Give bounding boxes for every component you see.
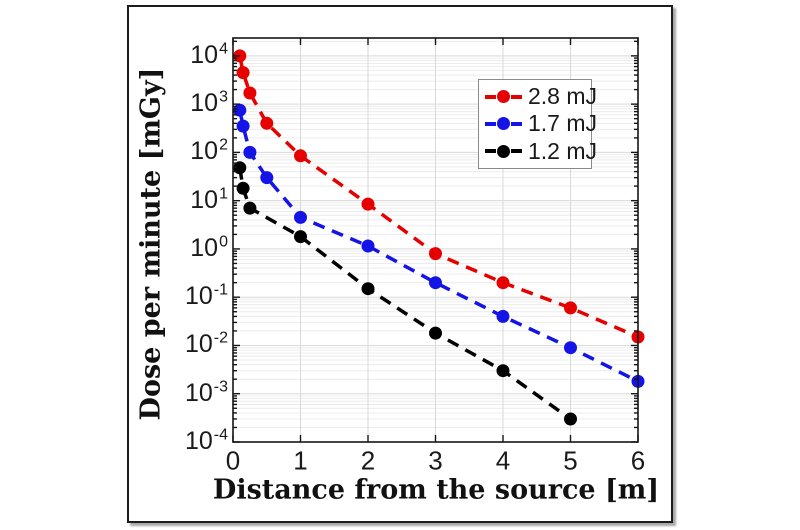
data-point-1.7-mJ bbox=[236, 119, 250, 133]
y-tick-label: 10-1 bbox=[184, 281, 228, 311]
x-tick-label: 3 bbox=[428, 445, 443, 476]
data-point-2.8-mJ bbox=[236, 66, 250, 80]
y-axis-label: Dose per minute [mGy] bbox=[135, 67, 167, 421]
data-point-2.8-mJ bbox=[294, 149, 307, 163]
x-tick-label: 1 bbox=[293, 445, 308, 476]
data-point-1.2-mJ bbox=[243, 201, 257, 215]
legend: 2.8 mJ 1.7 mJ 1.2 mJ bbox=[478, 79, 597, 169]
series-line-1.7-mJ bbox=[238, 109, 639, 383]
data-point-1.7-mJ bbox=[243, 145, 257, 159]
x-axis-label: Distance from the source [m] bbox=[212, 474, 660, 506]
data-point-1.2-mJ bbox=[294, 230, 307, 244]
dashed-line-circle-marker-icon bbox=[485, 90, 525, 104]
legend-entry-1.7mJ: 1.7 mJ bbox=[485, 110, 597, 137]
dashed-line-circle-marker-icon bbox=[485, 117, 525, 131]
data-point-1.2-mJ bbox=[564, 412, 577, 426]
x-tick-label: 4 bbox=[495, 445, 511, 476]
x-tick-label: 0 bbox=[225, 445, 241, 476]
figure-frame: Distance from the source [m] Dose per mi… bbox=[127, 5, 673, 523]
data-point-2.8-mJ bbox=[564, 301, 577, 315]
data-point-1.7-mJ bbox=[496, 309, 510, 323]
data-point-1.7-mJ bbox=[294, 210, 307, 224]
chart-canvas bbox=[232, 37, 645, 443]
data-point-1.7-mJ bbox=[564, 341, 577, 355]
dashed-line-circle-marker-icon bbox=[485, 144, 525, 158]
y-tick-label: 104 bbox=[190, 40, 228, 69]
y-tick-label: 101 bbox=[190, 185, 228, 214]
legend-entry-2.8mJ: 2.8 mJ bbox=[485, 83, 597, 110]
legend-label: 2.8 mJ bbox=[528, 83, 598, 110]
y-tick-label: 103 bbox=[190, 88, 228, 118]
data-point-2.8-mJ bbox=[260, 116, 274, 130]
data-point-2.8-mJ bbox=[429, 247, 442, 261]
y-tick-label: 10-3 bbox=[184, 378, 228, 407]
data-point-2.8-mJ bbox=[243, 86, 257, 100]
data-point-1.7-mJ bbox=[361, 239, 375, 253]
y-tick-label: 100 bbox=[190, 233, 228, 262]
data-point-1.2-mJ bbox=[496, 364, 510, 378]
x-tick-label: 5 bbox=[563, 445, 578, 476]
data-point-1.2-mJ bbox=[236, 181, 250, 195]
data-point-1.7-mJ bbox=[260, 171, 274, 185]
data-point-1.2-mJ bbox=[429, 326, 442, 340]
y-tick-label: 102 bbox=[190, 137, 228, 166]
y-tick-label: 10-4 bbox=[184, 426, 228, 456]
legend-entry-1.2mJ: 1.2 mJ bbox=[485, 138, 597, 165]
x-tick-label: 2 bbox=[360, 445, 376, 476]
data-point-2.8-mJ bbox=[361, 197, 375, 211]
x-tick-label: 6 bbox=[630, 445, 646, 476]
data-point-1.2-mJ bbox=[361, 282, 375, 296]
legend-label: 1.2 mJ bbox=[528, 137, 598, 164]
series-line-2.8-mJ bbox=[238, 55, 639, 339]
y-tick-label: 10-2 bbox=[184, 330, 228, 359]
data-point-2.8-mJ bbox=[496, 276, 510, 290]
data-point-1.7-mJ bbox=[429, 276, 442, 290]
legend-label: 1.7 mJ bbox=[528, 110, 598, 137]
